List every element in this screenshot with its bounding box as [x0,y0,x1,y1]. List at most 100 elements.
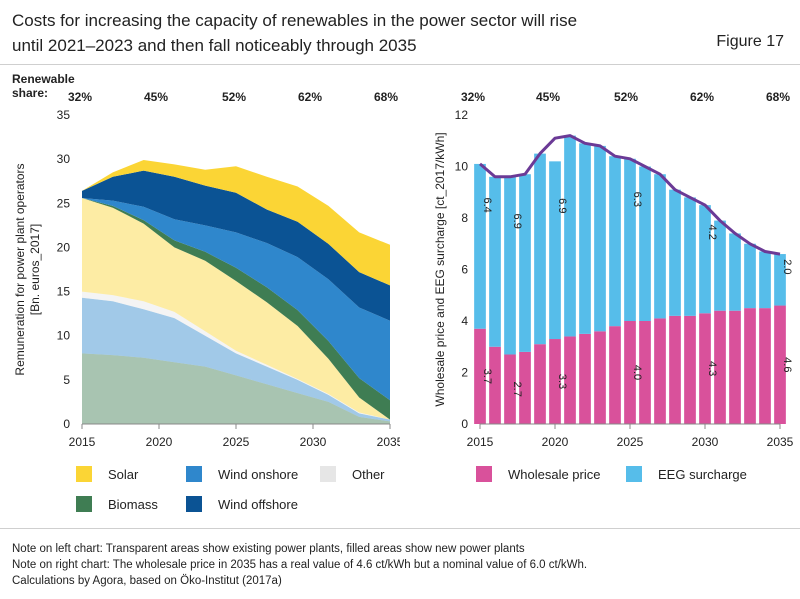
legend-wind-offshore-label: Wind offshore [218,496,298,512]
left-x-tick-label: 2030 [300,435,327,449]
bar-data-label: 6.4 [481,197,493,212]
bar-eeg-surcharge [624,158,636,321]
share-label-line-1: Renewable [12,72,75,86]
legend-wholesale-price-swatch [476,466,492,482]
bar-eeg-surcharge [504,176,516,355]
bar-eeg-surcharge [759,251,771,309]
legend-biomass-label: Biomass [108,496,158,512]
legend-wind-onshore: Wind onshore [186,466,298,482]
legend-solar-label: Solar [108,466,139,482]
share-left-2035: 68% [374,90,399,104]
right-bar-chart: 0 2 4 6 8 10 12 2015 2020 2025 2030 2035 Wholesale p… [433,108,794,449]
bar-wholesale-price [699,313,711,424]
left-y-axis-label: Remuneration for power plant operators[B… [13,163,42,375]
right-y-tick-label: 0 [461,417,468,431]
right-x-tick-label: 2030 [692,435,719,449]
legend-wind-onshore-label: Wind onshore [218,466,299,482]
legend-other-swatch [320,466,336,482]
legend-solar: Solar [76,466,138,482]
bar-data-label: 4.3 [706,361,718,376]
left-x-tick-label: 2025 [223,435,250,449]
bar-wholesale-price [489,346,501,424]
right-y-tick-label: 2 [461,366,468,380]
bar-data-label: 3.3 [556,374,568,389]
note-left-chart: Note on left chart: Transparent areas sh… [12,543,525,555]
left-x-tick-label: 2015 [69,435,96,449]
right-y-axis-label: Wholesale price and EEG surcharge [ct_20… [433,132,447,406]
left-y-tick-label: 10 [57,329,71,343]
bar-wholesale-price [639,321,651,424]
area-new-biomass [82,198,390,420]
note-right-chart: Note on right chart: The wholesale price… [12,559,588,571]
area-existing-biomass [82,353,390,424]
bar-wholesale-price [774,305,786,424]
bar-wholesale-price [519,351,531,424]
bar-wholesale-price [549,339,561,424]
notes: Note on left chart: Transparent areas sh… [12,541,587,589]
bar-data-label: 4.6 [781,357,793,372]
bar-wholesale-price [504,354,516,424]
bar-eeg-surcharge [744,243,756,309]
legend-biomass-swatch [76,496,92,512]
bar-data-label: 4.2 [706,225,718,240]
left-y-tick-label: 15 [57,285,71,299]
legend-eeg-surcharge: EEG surcharge [626,466,747,482]
total-line [479,134,781,256]
legend-wind-onshore-swatch [186,466,202,482]
bar-wholesale-price [579,333,591,424]
bar-eeg-surcharge [714,220,726,311]
bar-data-label: 2.7 [511,382,523,397]
right-y-tick-label: 10 [455,160,469,174]
bar-wholesale-price [564,336,576,424]
left-y-tick-label: 5 [63,373,70,387]
legend-eeg-surcharge-swatch [626,466,642,482]
right-x-tick-label: 2015 [467,435,494,449]
right-y-tick-label: 4 [461,314,468,328]
area-new-solar [82,160,390,286]
bar-data-label: 2.0 [781,259,793,274]
right-y-tick-label: 12 [455,108,469,122]
bar-wholesale-price [714,310,726,424]
right-x-tick-label: 2025 [617,435,644,449]
legend-wind-offshore: Wind offshore [186,496,298,512]
area-new-wind-onshore [82,198,390,401]
share-left-2025: 52% [222,90,247,104]
area-existing-wind-onshore [82,297,390,422]
bar-eeg-surcharge [729,233,741,311]
bar-data-label: 6.9 [556,198,568,213]
chart-title: Costs for increasing the capacity of ren… [12,8,577,58]
bar-wholesale-price [594,331,606,424]
bar-wholesale-price [534,344,546,424]
figure-label: Figure 17 [716,33,784,50]
title-line-2: until 2021–2023 and then fall noticeably… [12,36,417,55]
notes-divider [0,528,800,529]
legend-other-label: Other [352,466,385,482]
bar-wholesale-price [654,318,666,424]
right-x-tick-label: 2020 [542,435,569,449]
legend-wind-offshore-swatch [186,496,202,512]
bar-wholesale-price [609,326,621,424]
share-right-2025: 52% [614,90,639,104]
right-y-tick-label: 8 [461,211,468,225]
left-y-tick-label: 35 [57,108,71,122]
bar-eeg-surcharge [609,156,621,327]
bar-wholesale-price [684,315,696,424]
left-y-tick-label: 0 [63,417,70,431]
bar-eeg-surcharge [519,174,531,352]
legend-biomass: Biomass [76,496,158,512]
right-x-tick-label: 2035 [767,435,794,449]
left-x-tick-label: 2035 [377,435,400,449]
bar-eeg-surcharge [699,205,711,314]
bar-eeg-surcharge [489,176,501,347]
left-y-tick-label: 25 [57,196,71,210]
left-x-tick-label: 2020 [146,435,173,449]
top-divider [0,64,800,65]
bar-eeg-surcharge [594,145,606,332]
bar-data-label: 3.7 [481,369,493,384]
bar-wholesale-price [759,308,771,424]
bar-wholesale-price [729,310,741,424]
share-left-2020: 45% [144,90,169,104]
left-y-tick-label: 30 [57,152,71,166]
title-line-1: Costs for increasing the capacity of ren… [12,11,578,30]
share-right-2015: 32% [461,90,486,104]
